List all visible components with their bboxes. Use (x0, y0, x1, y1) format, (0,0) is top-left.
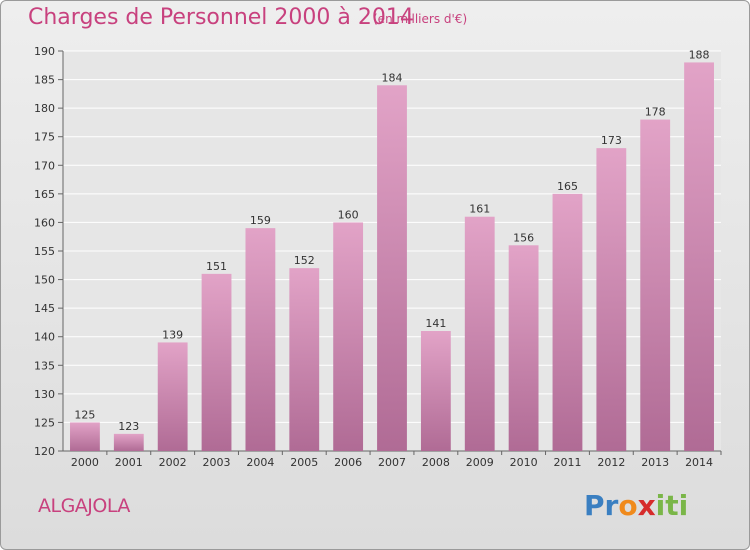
bar (552, 193, 583, 451)
logo-letter: i (655, 489, 666, 522)
value-label: 178 (645, 106, 666, 119)
value-label: 151 (206, 260, 227, 273)
y-tick-label: 140 (34, 331, 55, 344)
x-tick-label: 2014 (685, 456, 713, 469)
proxiti-logo: Proxiti (584, 489, 688, 522)
y-tick-label: 180 (34, 102, 55, 115)
y-tick-label: 190 (34, 45, 55, 58)
x-tick-label: 2007 (378, 456, 406, 469)
x-tick-label: 2002 (159, 456, 187, 469)
y-tick-label: 175 (34, 131, 55, 144)
bar (245, 228, 276, 451)
y-tick-label: 125 (34, 416, 55, 429)
x-tick-label: 2013 (641, 456, 669, 469)
bar (596, 148, 627, 451)
value-label: 161 (469, 203, 490, 216)
y-tick-label: 130 (34, 388, 55, 401)
x-tick-label: 2010 (510, 456, 538, 469)
value-label: 139 (162, 328, 183, 341)
x-tick-label: 2004 (246, 456, 274, 469)
value-label: 123 (118, 420, 139, 433)
bar (333, 222, 364, 451)
value-label: 152 (294, 254, 315, 267)
bar (289, 268, 320, 451)
bar (420, 331, 451, 451)
bar (684, 62, 714, 452)
x-tick-label: 2012 (597, 456, 625, 469)
y-tick-label: 120 (34, 445, 55, 458)
place-name: ALGAJOLA (38, 495, 130, 517)
value-label: 173 (601, 134, 622, 147)
chart-title: Charges de Personnel 2000 à 2014 (28, 5, 414, 30)
y-tick-label: 135 (34, 359, 55, 372)
x-tick-label: 2001 (115, 456, 143, 469)
x-tick-label: 2009 (466, 456, 494, 469)
y-tick-label: 170 (34, 159, 55, 172)
x-tick-label: 2011 (553, 456, 581, 469)
y-tick-label: 150 (34, 274, 55, 287)
bar (113, 433, 144, 451)
logo-letter: o (618, 489, 638, 522)
x-tick-label: 2005 (290, 456, 318, 469)
bar (157, 342, 188, 451)
y-tick-label: 160 (34, 216, 55, 229)
bar (464, 216, 495, 451)
x-tick-label: 2008 (422, 456, 450, 469)
y-tick-label: 155 (34, 245, 55, 258)
bar (377, 85, 407, 452)
value-label: 141 (425, 317, 446, 330)
value-label: 156 (513, 231, 534, 244)
bar (70, 422, 100, 451)
value-label: 188 (689, 48, 710, 61)
logo-letter: i (678, 489, 689, 522)
value-label: 184 (382, 71, 403, 84)
value-label: 159 (250, 214, 271, 227)
x-tick-label: 2006 (334, 456, 362, 469)
bar (201, 273, 232, 451)
x-tick-label: 2003 (203, 456, 231, 469)
logo-letter: x (637, 489, 656, 522)
value-label: 165 (557, 180, 578, 193)
logo-letter: t (665, 489, 679, 522)
logo-letter: P (584, 489, 605, 522)
bar (508, 245, 539, 451)
value-label: 160 (338, 208, 359, 221)
bar (640, 119, 671, 452)
x-tick-label: 2000 (71, 456, 99, 469)
value-label: 125 (74, 408, 95, 421)
y-tick-label: 145 (34, 302, 55, 315)
chart-subtitle: (en milliers d'€) (373, 12, 468, 26)
logo-letter: r (604, 489, 619, 522)
y-tick-label: 185 (34, 74, 55, 87)
y-tick-label: 165 (34, 188, 55, 201)
